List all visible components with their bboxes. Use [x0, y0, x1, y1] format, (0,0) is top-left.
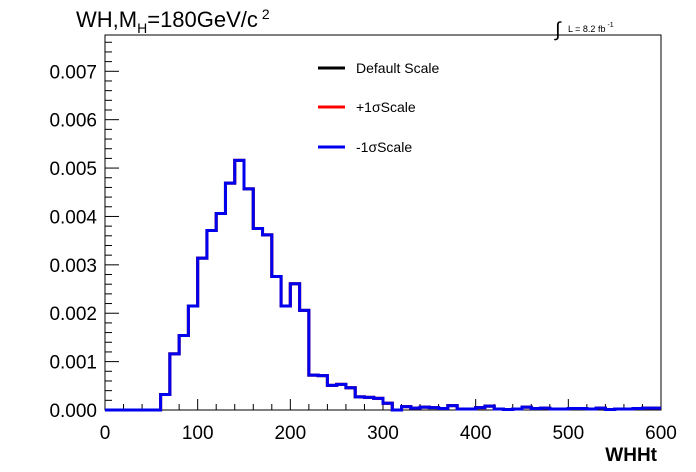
legend-label-1: Default Scale [356, 60, 439, 76]
y-tick-label: 0.000 [49, 401, 97, 422]
plot-frame [104, 34, 662, 411]
y-tick-label: 0.005 [49, 159, 97, 180]
luminosity-superscript: -1 [607, 22, 613, 29]
luminosity-value: L = 8.2 fb [568, 24, 605, 34]
title-subscript: H [137, 20, 147, 36]
series-line-3 [105, 158, 661, 412]
legend: Default Scale +1σScale -1σScale [318, 60, 439, 155]
y-tick-label: 0.002 [49, 304, 97, 325]
y-tick-label: 0.001 [49, 353, 97, 374]
x-tick-label: 600 [645, 423, 677, 444]
chart-title: WH,MH=180GeV/c 2 [76, 6, 270, 36]
legend-label-3: -1σScale [356, 139, 412, 155]
y-tick-label: 0.004 [49, 207, 97, 228]
x-tick-label: 400 [460, 423, 492, 444]
title-rest: =180GeV/c [147, 7, 258, 32]
series-line-2 [105, 158, 661, 412]
x-tick-labels: 0 100 200 300 400 500 600 [100, 423, 677, 444]
title-superscript: 2 [262, 6, 270, 22]
y-tick-labels: 0.000 0.001 0.002 0.003 0.004 0.005 0.006 0.007 [49, 62, 97, 422]
series-group [105, 158, 661, 412]
y-tick-label: 0.007 [49, 62, 97, 83]
x-tick-label: 200 [274, 423, 306, 444]
legend-label-2: +1σScale [356, 99, 416, 115]
title-main: WH,M [76, 7, 137, 32]
luminosity-label: L = 8.2 fb -1 [568, 22, 614, 34]
x-tick-label: 300 [367, 423, 399, 444]
y-tick-label: 0.003 [49, 256, 97, 277]
series-line-1 [105, 158, 661, 412]
x-axis-label: WHHt [605, 445, 657, 466]
x-tick-label: 0 [100, 423, 111, 444]
axis-ticks [104, 41, 662, 411]
integral-sign: ∫ [554, 19, 562, 41]
x-tick-label: 100 [182, 423, 214, 444]
x-tick-label: 500 [552, 423, 584, 444]
y-tick-label: 0.006 [49, 111, 97, 132]
